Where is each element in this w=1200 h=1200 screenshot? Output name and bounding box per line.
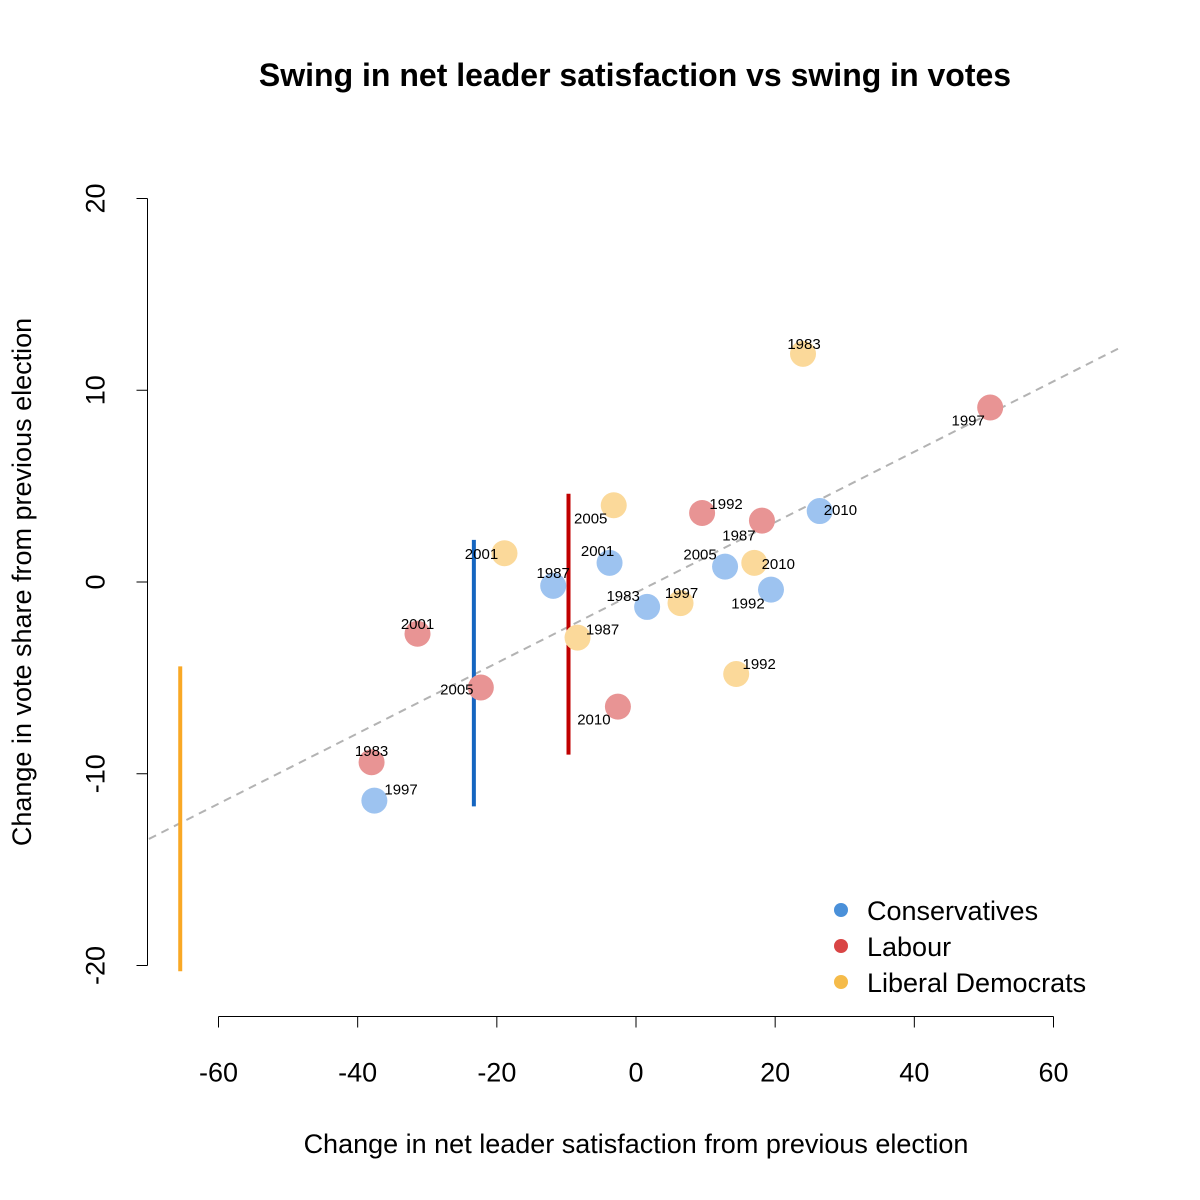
legend-marker [834, 975, 848, 989]
data-point [358, 749, 385, 776]
x-tick-label: -60 [199, 1058, 238, 1088]
data-point [689, 499, 716, 526]
x-tick-label: -40 [338, 1058, 377, 1088]
x-axis-title: Change in net leader satisfaction from p… [304, 1129, 969, 1159]
x-tick-label: 40 [899, 1058, 929, 1088]
x-axis: -60 -40 -20 0 20 40 60 [199, 1016, 1069, 1088]
data-point [977, 394, 1004, 421]
data-point [741, 549, 768, 576]
data-point [600, 492, 627, 519]
data-label: 2001 [465, 546, 498, 563]
x-tick-label: -20 [477, 1058, 516, 1088]
data-label: 1983 [355, 743, 388, 760]
legend-marker [834, 939, 848, 953]
data-label: 2005 [683, 547, 716, 564]
data-point [604, 693, 631, 720]
x-tick-label: 0 [628, 1058, 643, 1088]
data-point [790, 340, 816, 367]
data-label: 1983 [787, 336, 820, 353]
data-label: 1992 [743, 656, 776, 673]
data-point [667, 590, 694, 617]
y-axis-title: Change in vote share from previous elect… [7, 318, 37, 846]
data-label: 1987 [722, 528, 755, 545]
data-point [540, 572, 567, 599]
data-point [491, 540, 518, 567]
y-axis: -20 -10 0 10 20 [81, 183, 148, 985]
data-point [564, 624, 591, 651]
data-label: 1987 [586, 622, 619, 639]
data-point [757, 576, 784, 603]
data-label: 1983 [606, 588, 639, 605]
data-label: 1997 [951, 413, 984, 430]
data-point [748, 507, 775, 534]
data-point [634, 593, 661, 620]
data-point [806, 498, 833, 525]
data-point [467, 674, 494, 701]
y-tick-label: -20 [81, 946, 111, 985]
data-label: 2010 [577, 712, 610, 729]
data-label: 1987 [537, 565, 570, 582]
data-label: 1992 [731, 596, 764, 613]
y-tick-label: 20 [81, 183, 111, 213]
data-label: 2005 [574, 510, 607, 527]
point-labels: 1997 1987 2001 1983 2005 1992 2010 1983 2001 2005… [355, 336, 985, 799]
data-label: 2010 [762, 556, 795, 573]
data-label: 1997 [384, 782, 417, 799]
y-tick-label: 10 [81, 375, 111, 405]
data-point [361, 787, 388, 814]
y-tick-label: 0 [81, 574, 111, 589]
x-tick-label: 20 [760, 1058, 790, 1088]
y-tick-label: -10 [81, 754, 111, 793]
data-label: 2001 [401, 616, 434, 633]
data-point [596, 549, 623, 576]
data-points [358, 340, 1004, 814]
x-tick-label: 60 [1038, 1058, 1068, 1088]
data-label: 2001 [581, 543, 614, 560]
data-point [404, 620, 431, 647]
data-point [723, 661, 750, 688]
data-label: 2005 [440, 681, 473, 698]
legend-label: Conservatives [867, 896, 1038, 926]
legend: Conservatives Labour Liberal Democrats [834, 896, 1086, 998]
data-label: 1992 [709, 496, 742, 513]
data-label: 2010 [824, 502, 857, 519]
legend-marker [834, 903, 848, 917]
data-point [712, 553, 739, 580]
data-label: 1997 [665, 585, 698, 602]
legend-label: Labour [867, 932, 951, 962]
vertical-segments [178, 493, 571, 972]
legend-label: Liberal Democrats [867, 968, 1086, 998]
chart-title: Swing in net leader satisfaction vs swin… [259, 57, 1011, 93]
